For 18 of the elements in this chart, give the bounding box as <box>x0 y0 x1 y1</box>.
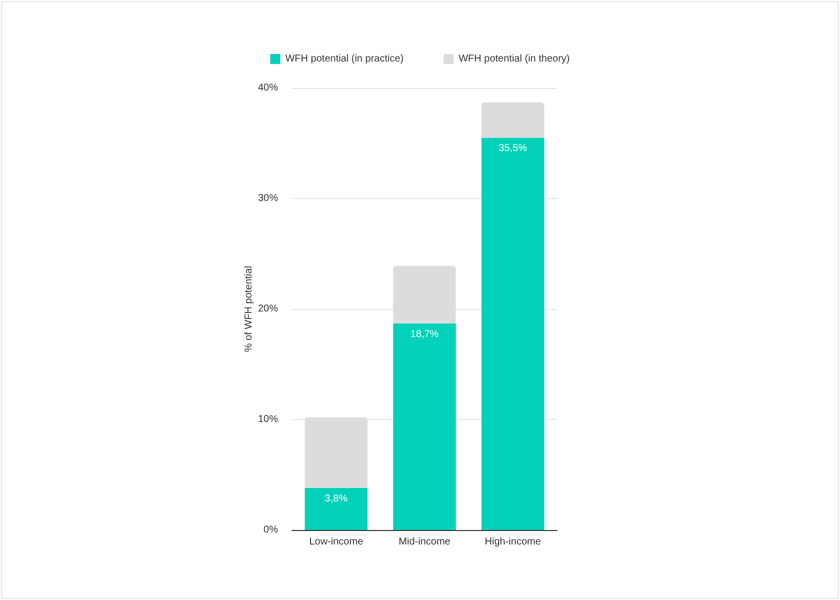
y-tick-label: 20% <box>258 304 278 314</box>
bar <box>481 102 544 138</box>
data-label: 35,5% <box>498 143 528 154</box>
bar <box>481 138 544 530</box>
data-label: 18,7% <box>410 328 439 340</box>
y-tick-label: 40% <box>258 82 278 94</box>
y-axis-title: % of WFH potential <box>244 266 254 352</box>
x-tick-label: High-income <box>484 536 542 548</box>
legend-label: WFH potential (in practice) <box>285 54 404 64</box>
bar <box>304 488 368 530</box>
y-tick-label: 0% <box>264 524 278 536</box>
data-label: 3,8% <box>324 494 348 505</box>
legend-label: WFH potential (in theory) <box>458 54 570 64</box>
bar <box>393 323 456 530</box>
x-tick-label: Low-income <box>309 536 364 548</box>
y-tick-label: 30% <box>258 193 278 204</box>
y-tick-label: 10% <box>258 414 278 425</box>
x-tick-label: Mid-income <box>398 536 451 548</box>
